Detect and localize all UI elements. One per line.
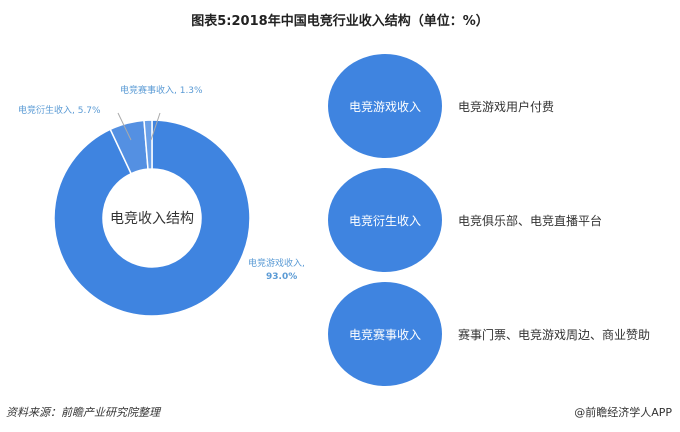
center-label: 电竞收入结构 xyxy=(110,210,194,227)
desc-game: 电竞游戏用户付费 xyxy=(458,100,555,114)
desc-derived: 电竞俱乐部、电竞直播平台 xyxy=(458,214,603,228)
bubble-label-2: 电竞赛事收入 xyxy=(349,327,421,342)
donut-slice-2 xyxy=(143,119,153,170)
leader-line-event xyxy=(150,112,161,141)
slice-value-game: 93.0% xyxy=(266,272,297,282)
slice-label-event: 电竞赛事收入, 1.3% xyxy=(120,84,203,96)
watermark: @前瞻经济学人APP xyxy=(574,406,672,419)
bubble-0 xyxy=(328,54,442,158)
bubble-label-0: 电竞游戏收入 xyxy=(349,100,421,114)
leader-line-derived xyxy=(117,112,132,141)
donut-slice-0 xyxy=(53,119,251,317)
bubble-2 xyxy=(328,282,442,386)
source-note: 资料来源：前瞻产业研究院整理 xyxy=(6,406,160,419)
chart-title: 图表5:2018年中国电竞行业收入结构（单位：%） xyxy=(191,14,489,29)
slice-label-game: 电竞游戏收入, xyxy=(248,257,305,269)
slice-label-derived: 电竞衍生收入, 5.7% xyxy=(18,104,101,116)
bubble-label-1: 电竞衍生收入 xyxy=(349,214,421,228)
desc-event: 赛事门票、电竞游戏周边、商业赞助 xyxy=(458,328,651,342)
bubble-1 xyxy=(328,168,442,272)
